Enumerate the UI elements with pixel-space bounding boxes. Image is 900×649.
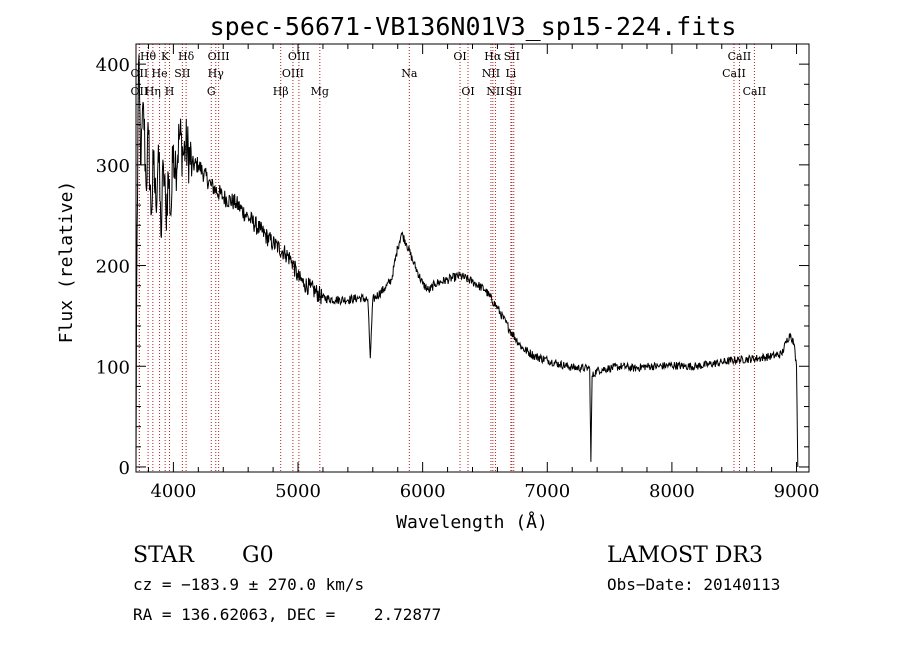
observation-date: Obs−Date: 20140113	[607, 575, 780, 594]
spectral-line-label: H	[165, 85, 175, 98]
spectral-line-label: He	[152, 67, 168, 80]
x-tick-label: 9000	[774, 481, 820, 502]
spectral-line-label: Hδ	[178, 50, 195, 63]
spectral-line-label: NII	[486, 85, 504, 98]
x-tick-label: 6000	[400, 481, 446, 502]
chart-title: spec-56671-VB136N01V3_sp15-224.fits	[210, 12, 737, 41]
spectral-line-label: OI	[461, 85, 474, 98]
spectral-line-label: SII	[506, 85, 522, 98]
redshift-velocity: cz = −183.9 ± 270.0 km/s	[133, 575, 364, 594]
spectral-line-label: SII	[504, 50, 520, 63]
x-axis-ticks: 4000 5000 6000 7000 8000 9000	[147, 44, 820, 502]
spectrum-series-line	[135, 54, 799, 468]
spectral-line-label: OIII	[208, 50, 230, 63]
spectral-line-label: CaII	[722, 67, 746, 80]
spectral-line-label: Hα	[484, 50, 502, 63]
plot-frame	[135, 43, 810, 473]
spectral-line-label: Na	[401, 67, 418, 80]
spectral-line-label: OIII	[288, 50, 310, 63]
spectral-line-label: CaII	[728, 50, 752, 63]
y-tick-label: 300	[96, 156, 130, 177]
spectral-line-label: CaII	[743, 85, 767, 98]
spectral-line-label: Hθ	[140, 50, 157, 63]
spectral-line-label: Hη	[145, 85, 161, 98]
spectral-line-label: OI	[453, 50, 466, 63]
x-tick-label: 7000	[524, 481, 570, 502]
y-tick-label: 400	[96, 55, 130, 76]
survey-name: LAMOST DR3	[607, 543, 763, 568]
spectral-line-label: G	[207, 85, 216, 98]
spectral-line-label: Li	[505, 67, 516, 80]
spectral-line-label: NII	[482, 67, 500, 80]
spectral-line-markers	[138, 44, 755, 472]
spectral-line-label: Hγ	[208, 67, 225, 80]
x-axis-label: Wavelength (Å)	[396, 511, 548, 533]
y-tick-label: 0	[119, 458, 130, 479]
sky-coordinates: RA = 136.62063, DEC = 2.72877	[133, 605, 441, 624]
spectral-line-label: Hβ	[273, 85, 289, 98]
object-class: STAR	[133, 543, 195, 568]
y-axis-ticks: 0 100 200 300 400	[96, 55, 809, 479]
y-tick-label: 100	[96, 357, 130, 378]
y-tick-label: 200	[96, 257, 130, 278]
x-tick-label: 4000	[150, 481, 196, 502]
spectral-line-label: Mg	[311, 85, 329, 98]
spectral-line-label: K	[161, 50, 170, 63]
x-tick-label: 8000	[649, 481, 695, 502]
spectral-line-label: OIII	[282, 67, 304, 80]
x-tick-label: 5000	[275, 481, 321, 502]
object-subclass: G0	[242, 543, 274, 568]
spectral-line-label: SII	[174, 67, 190, 80]
y-axis-label: Flux (relative)	[56, 181, 77, 344]
